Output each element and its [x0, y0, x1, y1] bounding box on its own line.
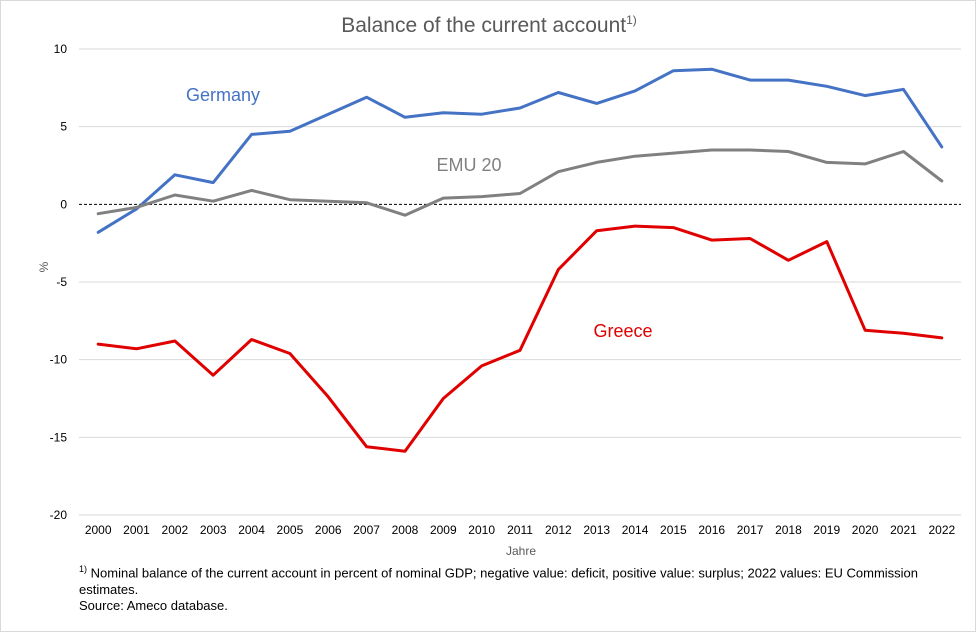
chart-title-text: Balance of the current account: [341, 14, 627, 37]
y-axis-label: %: [37, 261, 51, 272]
y-tick-label: -15: [50, 430, 68, 444]
x-tick-label: 2015: [660, 523, 687, 537]
series-labels: Germany EMU 20 Greece: [186, 85, 653, 341]
x-tick-label: 2007: [353, 523, 380, 537]
x-axis-label: Jahre: [506, 544, 536, 558]
series-line-emu-20: [96, 148, 944, 217]
x-tick-label: 2000: [85, 523, 112, 537]
x-tick-label: 2006: [315, 523, 342, 537]
x-tick-label: 2021: [890, 523, 917, 537]
x-tick-label: 2013: [583, 523, 610, 537]
chart-title: Balance of the current account1): [1, 13, 976, 38]
footnote-marker: 1): [79, 564, 88, 574]
y-tick-label: 5: [60, 120, 67, 134]
x-tick-label: 2018: [775, 523, 802, 537]
x-tick-label: 2009: [430, 523, 457, 537]
x-tick-label: 2016: [698, 523, 725, 537]
chart-title-footnote-marker: 1): [626, 13, 637, 27]
y-axis-ticks: 10 5 0 -5 -10 -15 -20: [50, 42, 68, 522]
x-tick-label: 2019: [813, 523, 840, 537]
series-label-greece: Greece: [593, 321, 652, 341]
x-tick-label: 2003: [200, 523, 227, 537]
x-tick-label: 2022: [928, 523, 955, 537]
x-tick-label: 2014: [622, 523, 649, 537]
footnote-text: Nominal balance of the current account i…: [79, 565, 919, 598]
x-tick-label: 2017: [737, 523, 764, 537]
source-note: Source: Ameco database.: [79, 598, 228, 613]
gridlines: [79, 48, 961, 516]
y-tick-label: 10: [54, 42, 68, 56]
series-group: [96, 67, 944, 453]
y-tick-label: 0: [60, 197, 67, 211]
x-tick-label: 2005: [277, 523, 304, 537]
series-line-greece: [96, 224, 944, 453]
series-label-emu-20: EMU 20: [436, 155, 501, 175]
series-line-germany: [96, 67, 944, 234]
x-tick-label: 2020: [852, 523, 879, 537]
series-label-germany: Germany: [186, 85, 260, 105]
x-tick-label: 2004: [238, 523, 265, 537]
y-tick-label: -20: [50, 508, 68, 522]
x-tick-label: 2008: [392, 523, 419, 537]
x-tick-label: 2012: [545, 523, 572, 537]
y-tick-label: -10: [50, 353, 68, 367]
x-tick-label: 2001: [123, 523, 150, 537]
x-tick-label: 2002: [162, 523, 189, 537]
x-tick-label: 2011: [507, 523, 533, 537]
footnote: 1) Nominal balance of the current accoun…: [79, 561, 959, 598]
x-axis-ticks: 2000 2001 2002 2003 2004 2005 2006 2007 2008 2009…: [85, 523, 956, 537]
x-tick-label: 2010: [468, 523, 495, 537]
y-tick-label: -5: [56, 275, 67, 289]
